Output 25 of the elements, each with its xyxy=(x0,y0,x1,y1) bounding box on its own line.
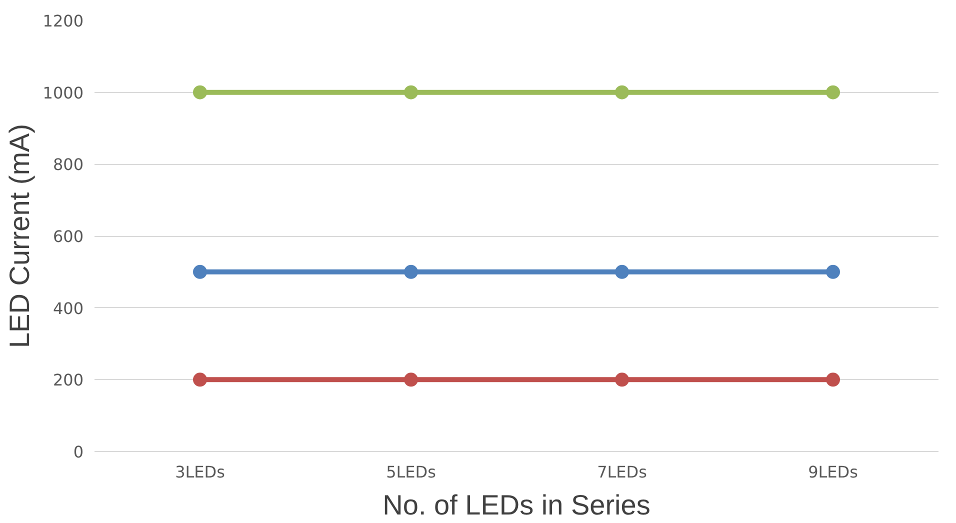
x-axis-title: No. of LEDs in Series xyxy=(382,490,650,520)
x-tick-label: 5LEDs xyxy=(386,462,436,482)
y-tick-label: 600 xyxy=(52,227,84,246)
y-axis-title: LED Current (mA) xyxy=(4,124,35,348)
point xyxy=(615,372,629,387)
point xyxy=(404,264,418,279)
point xyxy=(615,85,629,100)
y-tick-label: 1200 xyxy=(42,12,84,30)
point xyxy=(404,372,418,387)
point xyxy=(193,264,207,279)
point xyxy=(193,85,207,100)
y-tick-label: 1000 xyxy=(42,83,84,102)
y-tick-label: 200 xyxy=(52,370,84,390)
x-tick-label: 7LEDs xyxy=(597,462,647,482)
point xyxy=(193,372,207,387)
y-tick-label: 400 xyxy=(52,298,84,318)
point xyxy=(404,85,418,100)
y-tick-label: 0 xyxy=(73,442,84,462)
y-tick-label: 800 xyxy=(52,155,84,174)
x-tick-label: 9LEDs xyxy=(808,462,858,482)
point xyxy=(826,372,840,387)
x-tick-label: 3LEDs xyxy=(175,462,225,482)
point xyxy=(826,85,840,100)
point xyxy=(826,264,840,279)
point xyxy=(615,264,629,279)
